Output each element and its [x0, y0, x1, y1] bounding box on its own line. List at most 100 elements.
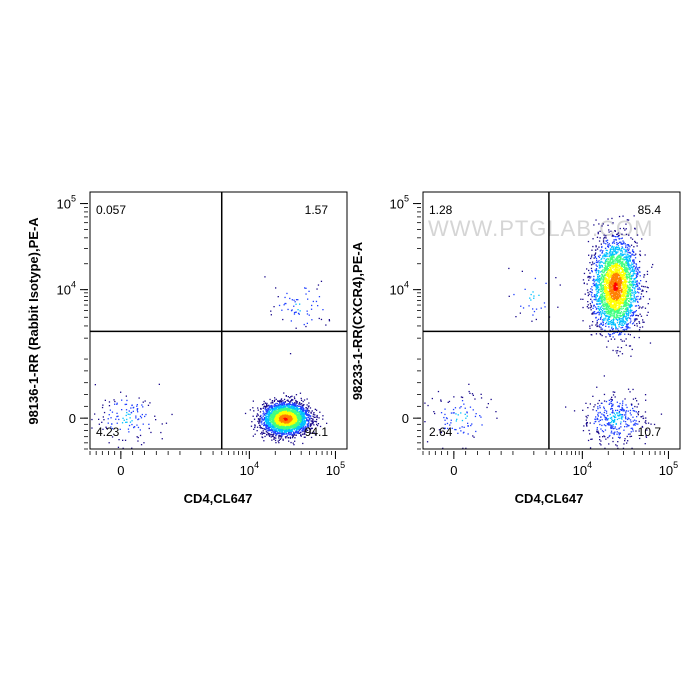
event-dot: [622, 324, 624, 326]
event-dot: [604, 236, 606, 238]
event-dot: [601, 251, 603, 253]
event-dot: [101, 406, 104, 409]
event-dot: [263, 406, 265, 408]
event-dot: [306, 409, 308, 411]
event-dot: [300, 434, 302, 436]
event-dot: [306, 322, 308, 324]
event-dot: [272, 417, 274, 419]
event-dot: [606, 321, 608, 323]
event-dot: [299, 408, 302, 410]
event-dot: [614, 230, 616, 232]
event-dot: [271, 428, 273, 430]
event-dot: [258, 419, 260, 421]
event-dot: [291, 430, 293, 433]
event-dot: [279, 415, 281, 417]
event-dot: [618, 256, 621, 259]
event-dot: [611, 311, 613, 313]
event-dot: [610, 338, 612, 340]
event-dot: [264, 420, 266, 423]
event-dot: [589, 325, 591, 327]
event-dot: [262, 418, 264, 420]
event-dot: [626, 268, 628, 271]
event-dot: [285, 404, 288, 406]
event-dot: [271, 422, 273, 424]
event-dot: [621, 277, 623, 280]
event-dot: [274, 439, 277, 442]
event-dot: [261, 423, 263, 425]
event-dot: [271, 402, 274, 404]
event-dot: [298, 403, 301, 405]
event-dot: [111, 411, 114, 413]
event-dot: [293, 407, 295, 409]
event-dot: [268, 423, 270, 425]
event-dot: [625, 277, 628, 279]
event-dot: [280, 409, 282, 411]
event-dot: [269, 414, 271, 416]
event-dot: [615, 301, 617, 304]
event-dot: [269, 398, 271, 401]
event-dot: [602, 269, 604, 271]
event-dot: [136, 409, 138, 411]
event-dot: [287, 396, 289, 398]
event-dot: [616, 233, 619, 235]
event-dot: [593, 281, 595, 283]
event-dot: [622, 258, 624, 260]
event-dot: [625, 311, 627, 313]
event-dot: [279, 400, 281, 403]
event-dot: [624, 333, 626, 335]
event-dot: [601, 334, 603, 337]
event-dot: [286, 434, 289, 436]
event-dot: [290, 427, 292, 429]
event-dot: [296, 414, 298, 416]
event-dot: [287, 427, 289, 429]
event-dot: [91, 418, 93, 421]
event-dot: [301, 426, 303, 428]
event-dot: [616, 322, 619, 324]
event-dot: [261, 431, 263, 433]
event-dot: [300, 413, 302, 416]
event-dot: [139, 429, 141, 431]
event-dot: [295, 399, 297, 402]
event-dot: [274, 413, 276, 415]
event-dot: [123, 419, 125, 421]
event-dot: [288, 426, 290, 429]
event-dot: [622, 242, 624, 244]
event-dot: [628, 278, 631, 280]
event-dot: [283, 411, 285, 413]
event-dot: [629, 252, 632, 254]
event-dot: [287, 428, 290, 430]
event-dot: [628, 281, 630, 283]
event-dot: [634, 268, 636, 270]
event-dot: [624, 265, 626, 267]
event-dot: [636, 285, 638, 288]
event-dot: [626, 262, 628, 264]
event-dot: [282, 421, 284, 423]
event-dot: [624, 276, 626, 278]
event-dot: [293, 417, 295, 419]
event-dot: [607, 282, 610, 285]
event-dot: [620, 252, 622, 255]
event-dot: [281, 410, 283, 412]
event-dot: [94, 384, 96, 386]
event-dot: [608, 309, 610, 311]
event-dot: [592, 313, 594, 315]
event-dot: [266, 405, 268, 407]
event-dot: [271, 431, 273, 434]
event-dot: [612, 328, 614, 330]
event-dot: [630, 310, 632, 312]
event-dot: [304, 436, 306, 438]
event-dot: [262, 419, 265, 421]
event-dot: [293, 419, 296, 421]
event-dot: [618, 264, 621, 266]
event-dot: [258, 424, 261, 426]
event-dot: [587, 294, 589, 297]
event-dot: [608, 308, 611, 310]
event-dot: [629, 307, 631, 309]
event-dot: [306, 414, 308, 416]
event-dot: [291, 418, 293, 421]
event-dot: [608, 285, 610, 287]
event-dot: [611, 261, 613, 264]
event-dot: [611, 314, 613, 316]
event-dot: [604, 284, 606, 286]
event-dot: [278, 408, 280, 410]
